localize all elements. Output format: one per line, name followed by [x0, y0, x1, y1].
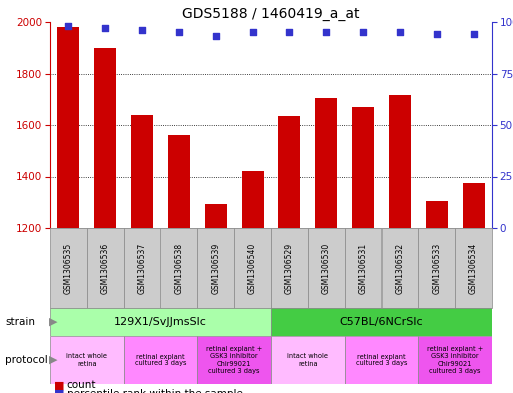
- Text: GSM1306540: GSM1306540: [248, 242, 257, 294]
- Bar: [271, 308, 492, 336]
- Text: retinal explant
cultured 3 days: retinal explant cultured 3 days: [135, 353, 186, 367]
- Text: percentile rank within the sample: percentile rank within the sample: [67, 389, 243, 393]
- Bar: [315, 98, 338, 228]
- Text: GSM1306531: GSM1306531: [359, 242, 368, 294]
- Bar: [168, 135, 190, 228]
- Bar: [271, 336, 345, 384]
- Text: retinal explant
cultured 3 days: retinal explant cultured 3 days: [356, 353, 407, 367]
- Bar: [205, 204, 227, 228]
- Point: [64, 23, 72, 29]
- Text: retinal explant +
GSK3 inhibitor
Chir99021
cultured 3 days: retinal explant + GSK3 inhibitor Chir990…: [206, 347, 262, 373]
- Bar: [345, 336, 418, 384]
- Bar: [308, 228, 345, 308]
- Bar: [426, 201, 448, 228]
- Bar: [124, 336, 198, 384]
- Bar: [279, 116, 301, 228]
- Text: GSM1306532: GSM1306532: [396, 242, 404, 294]
- Point: [469, 31, 478, 37]
- Point: [212, 33, 220, 40]
- Bar: [198, 228, 234, 308]
- Point: [359, 29, 367, 35]
- Text: ■: ■: [54, 389, 64, 393]
- Text: intact whole
retina: intact whole retina: [287, 353, 328, 367]
- Text: ■: ■: [54, 380, 64, 390]
- Text: GSM1306538: GSM1306538: [174, 242, 184, 294]
- Text: strain: strain: [5, 317, 35, 327]
- Bar: [242, 171, 264, 228]
- Text: GSM1306539: GSM1306539: [211, 242, 220, 294]
- Text: ▶: ▶: [49, 317, 57, 327]
- Bar: [382, 228, 418, 308]
- Point: [101, 25, 109, 31]
- Point: [175, 29, 183, 35]
- Bar: [124, 228, 161, 308]
- Bar: [389, 95, 411, 228]
- Bar: [352, 107, 374, 228]
- Point: [138, 27, 146, 33]
- Point: [432, 31, 441, 37]
- Text: GSM1306530: GSM1306530: [322, 242, 331, 294]
- Text: count: count: [67, 380, 96, 390]
- Point: [285, 29, 293, 35]
- Bar: [161, 228, 198, 308]
- Bar: [455, 228, 492, 308]
- Text: C57BL/6NCrSlc: C57BL/6NCrSlc: [340, 317, 423, 327]
- Title: GDS5188 / 1460419_a_at: GDS5188 / 1460419_a_at: [182, 7, 360, 21]
- Bar: [50, 308, 271, 336]
- Bar: [418, 336, 492, 384]
- Text: GSM1306537: GSM1306537: [137, 242, 147, 294]
- Bar: [271, 228, 308, 308]
- Point: [248, 29, 256, 35]
- Bar: [87, 228, 124, 308]
- Bar: [418, 228, 455, 308]
- Text: GSM1306535: GSM1306535: [64, 242, 73, 294]
- Bar: [94, 48, 116, 228]
- Point: [322, 29, 330, 35]
- Text: retinal explant +
GSK3 inhibitor
Chir99021
cultured 3 days: retinal explant + GSK3 inhibitor Chir990…: [427, 347, 483, 373]
- Bar: [345, 228, 382, 308]
- Text: GSM1306536: GSM1306536: [101, 242, 110, 294]
- Text: ▶: ▶: [49, 355, 57, 365]
- Text: GSM1306534: GSM1306534: [469, 242, 478, 294]
- Bar: [234, 228, 271, 308]
- Text: GSM1306533: GSM1306533: [432, 242, 441, 294]
- Text: intact whole
retina: intact whole retina: [66, 353, 107, 367]
- Text: 129X1/SvJJmsSlc: 129X1/SvJJmsSlc: [114, 317, 207, 327]
- Point: [396, 29, 404, 35]
- Bar: [198, 336, 271, 384]
- Text: protocol: protocol: [5, 355, 48, 365]
- Bar: [50, 228, 87, 308]
- Bar: [57, 27, 80, 228]
- Bar: [131, 115, 153, 228]
- Bar: [50, 336, 124, 384]
- Text: GSM1306529: GSM1306529: [285, 242, 294, 294]
- Bar: [463, 183, 485, 228]
